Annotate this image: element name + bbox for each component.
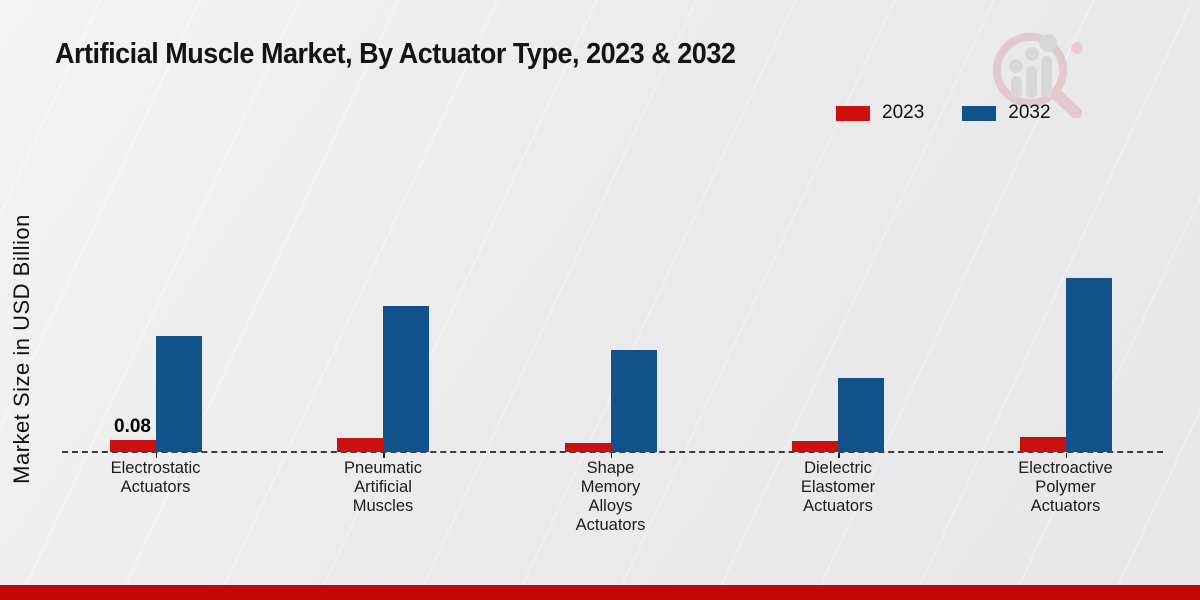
legend-label-2023: 2023	[882, 102, 925, 123]
bar-2032-category-0	[155, 336, 202, 452]
x-axis-tick	[1065, 453, 1067, 458]
legend: 2023 2032	[836, 102, 1051, 124]
bar-value-label: 0.08	[114, 416, 151, 437]
category-label: Electrostatic Actuators	[110, 459, 201, 496]
legend-item-2032: 2032	[962, 102, 1051, 124]
footer-accent-bar	[0, 585, 1200, 600]
bar-2032-category-2	[610, 350, 657, 452]
x-axis-tick	[838, 453, 840, 458]
page-title: Artificial Muscle Market, By Actuator Ty…	[55, 38, 736, 70]
bar-2032-category-1	[383, 306, 429, 452]
bar-2023-category-2	[564, 443, 611, 452]
x-axis-tick	[610, 453, 612, 458]
legend-item-2023: 2023	[836, 102, 924, 124]
legend-swatch-2032	[962, 105, 997, 121]
legend-swatch-2023	[836, 105, 870, 121]
bar-2023-category-3	[792, 441, 838, 452]
magnifier-bar-chart-icon	[993, 33, 1083, 118]
category-label: Shape Memory Alloys Actuators	[575, 459, 646, 534]
category-label: Electroactive Polymer Actuators	[1018, 459, 1113, 515]
y-axis-label: Market Size in USD Billion	[9, 214, 34, 484]
bar-2032-category-3	[838, 378, 884, 452]
bar-2032-category-4	[1065, 278, 1112, 452]
category-label: Pneumatic Artificial Muscles	[344, 459, 422, 515]
legend-label-2032: 2032	[1008, 102, 1051, 123]
category-label: Dielectric Elastomer Actuators	[800, 459, 876, 515]
bar-2023-category-4	[1019, 437, 1066, 452]
x-axis-tick	[155, 453, 157, 458]
x-axis-tick	[383, 453, 385, 458]
bar-2023-category-1	[337, 438, 383, 452]
bar-2023-category-0	[109, 440, 156, 452]
x-axis-baseline	[62, 451, 1163, 453]
